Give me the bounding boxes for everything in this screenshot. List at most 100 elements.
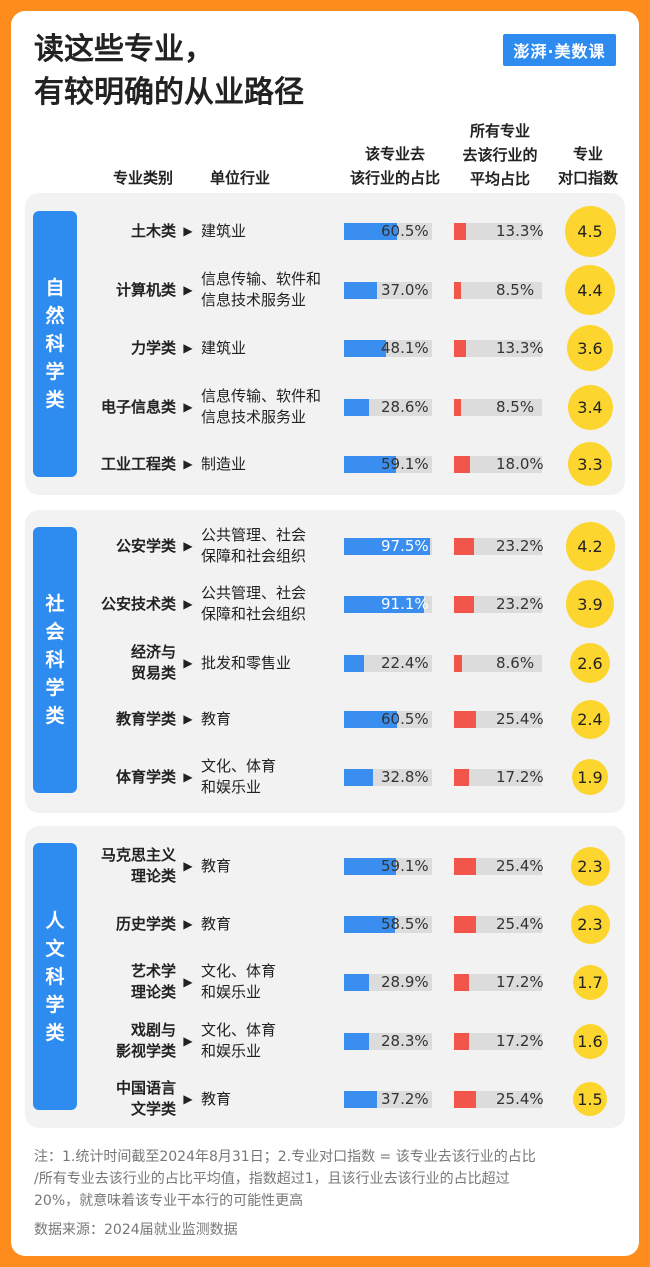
index-circle: 3.9: [566, 580, 614, 628]
row-major-line: 经济与: [130, 643, 176, 661]
row-arrow-icon: ▶: [183, 457, 193, 471]
row-arrow-icon: ▶: [183, 283, 193, 297]
row-major-line: 力学类: [130, 338, 176, 357]
row-arrow-icon: ▶: [183, 712, 193, 726]
row-industry-line: 文化、体育: [201, 1021, 277, 1039]
row-major-line: 中国语言: [115, 1079, 176, 1097]
row-industry: 公共管理、社会 保障和社会组织: [201, 580, 341, 628]
row-major-text: 艺术学 理论类: [131, 961, 176, 1003]
header-index-line-2: 对口指数: [557, 169, 618, 187]
row-industry-line: 保障和社会组织: [201, 605, 307, 623]
row-industry: 教育: [201, 1075, 341, 1123]
row-arrow-icon: ▶: [183, 770, 193, 784]
brand-logo: 澎湃·美数课: [503, 34, 616, 66]
row-major-line: 公安学类: [115, 536, 176, 555]
row-industry-text: 信息传输、软件和 信息技术服务业: [201, 269, 321, 311]
avg-bar-track: 25.4%: [454, 857, 544, 875]
row-industry: 教育: [201, 695, 341, 743]
row-industry-text: 公共管理、社会 保障和社会组织: [201, 525, 306, 567]
share-bar-track: 97.5%: [344, 537, 432, 555]
avg-value-label: 8.5%: [496, 281, 535, 299]
row-major: 教育学类: [0, 695, 176, 743]
row-industry-line: 教育: [201, 1089, 232, 1108]
header-avg-line-3: 平均占比: [469, 170, 530, 188]
row-industry: 文化、体育 和娱乐业: [201, 1017, 341, 1065]
avg-bar-track: 25.4%: [454, 1090, 544, 1108]
avg-value-label: 13.3%: [496, 222, 544, 240]
row-industry-text: 公共管理、社会 保障和社会组织: [201, 583, 306, 625]
share-bar: [344, 974, 370, 991]
footnote: 注：1.统计时间截至2024年8月31日；2.专业对口指数 = 该专业去该行业的…: [34, 1146, 624, 1212]
avg-bar: [454, 223, 466, 240]
group-label: 社会科学类: [33, 527, 77, 793]
avg-bar: [454, 916, 477, 933]
avg-bar-track: 17.2%: [454, 768, 544, 786]
row-arrow-icon: ▶: [183, 400, 193, 414]
row-major-line: 教育学类: [115, 709, 176, 728]
row-industry: 公共管理、社会 保障和社会组织: [201, 522, 341, 570]
row-industry-line: 文化、体育: [201, 757, 277, 775]
group-label: 人文科学类: [33, 843, 77, 1110]
share-bar: [344, 538, 430, 555]
share-value-label: 59.1%: [381, 857, 429, 875]
index-circle: 3.3: [568, 442, 612, 486]
share-value-label: 28.6%: [381, 398, 429, 416]
row-industry-line: 教育: [201, 709, 232, 728]
avg-bar: [454, 655, 462, 672]
share-bar-track: 22.4%: [344, 654, 432, 672]
row-industry-line: 信息传输、软件和: [201, 387, 322, 405]
avg-value-label: 23.2%: [496, 595, 544, 613]
row-industry-text: 信息传输、软件和 信息技术服务业: [201, 386, 321, 428]
avg-bar: [454, 538, 475, 555]
row-major: 经济与 贸易类: [0, 639, 176, 687]
row-major-line: 贸易类: [130, 664, 176, 682]
share-value-label: 97.5%: [381, 537, 429, 555]
group-label-text: 人文科学类: [45, 909, 65, 1044]
share-value-label: 48.1%: [381, 339, 429, 357]
title-line-2: 有较明确的从业路径: [34, 75, 304, 110]
index-circle: 1.6: [572, 1023, 608, 1059]
row-major-text: 公安学类: [116, 536, 176, 557]
row-major-line: 理论类: [130, 983, 176, 1001]
header-index-line-1: 专业: [572, 145, 603, 163]
row-major: 戏剧与 影视学类: [0, 1017, 176, 1065]
index-circle: 3.4: [567, 384, 613, 430]
row-major-line: 计算机类: [115, 280, 176, 299]
avg-bar-track: 25.4%: [454, 710, 544, 728]
avg-bar: [454, 1033, 470, 1050]
row-industry-line: 信息技术服务业: [201, 291, 307, 309]
share-bar-track: 58.5%: [344, 915, 432, 933]
index-circle: 2.4: [570, 699, 610, 739]
avg-value-label: 25.4%: [496, 710, 544, 728]
avg-bar: [454, 769, 470, 786]
row-arrow-icon: ▶: [183, 975, 193, 989]
avg-bar-track: 8.5%: [454, 398, 542, 416]
avg-value-label: 25.4%: [496, 915, 544, 933]
row-industry-line: 公共管理、社会: [201, 526, 307, 544]
share-value-label: 60.5%: [381, 710, 429, 728]
row-major-line: 理论类: [130, 867, 176, 885]
row-industry-line: 保障和社会组织: [201, 547, 307, 565]
share-bar-track: 59.1%: [344, 455, 432, 473]
share-bar: [344, 223, 398, 240]
row-industry-line: 教育: [201, 914, 232, 933]
row-arrow-icon: ▶: [183, 597, 193, 611]
title-line-1: 读这些专业，: [34, 32, 214, 67]
row-arrow-icon: ▶: [183, 859, 193, 873]
row-arrow-icon: ▶: [183, 1092, 193, 1106]
row-major: 体育学类: [0, 753, 176, 801]
avg-bar: [454, 974, 470, 991]
share-bar: [344, 916, 396, 933]
row-major-text: 中国语言 文学类: [116, 1078, 176, 1120]
row-industry-line: 和娱乐业: [201, 1042, 262, 1060]
row-industry: 建筑业: [201, 324, 341, 372]
row-major-line: 历史学类: [115, 914, 176, 933]
row-arrow-icon: ▶: [183, 341, 193, 355]
row-major: 公安技术类: [0, 580, 176, 628]
share-bar-track: 32.8%: [344, 768, 432, 786]
share-value-label: 91.1%: [381, 595, 429, 613]
row-industry-line: 建筑业: [201, 221, 247, 240]
header-share: 该专业去 该行业的占比: [340, 142, 450, 190]
header-index: 专业 对口指数: [548, 142, 628, 190]
row-industry-line: 教育: [201, 856, 232, 875]
